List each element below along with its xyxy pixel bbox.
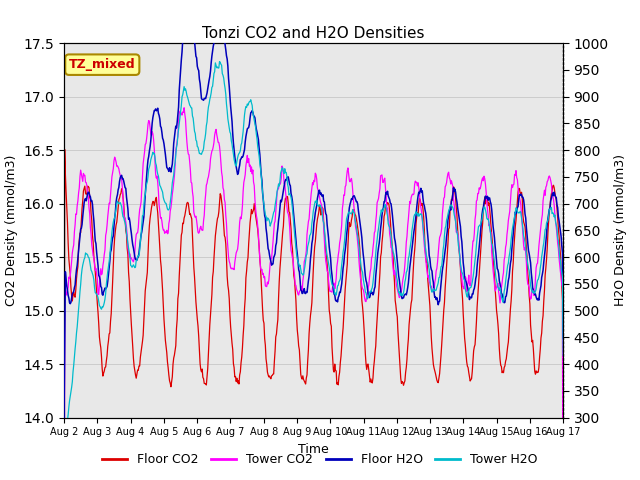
Y-axis label: CO2 Density (mmol/m3): CO2 Density (mmol/m3) <box>5 155 18 306</box>
Legend: Floor CO2, Tower CO2, Floor H2O, Tower H2O: Floor CO2, Tower CO2, Floor H2O, Tower H… <box>97 448 543 471</box>
Title: Tonzi CO2 and H2O Densities: Tonzi CO2 and H2O Densities <box>202 25 425 41</box>
Y-axis label: H2O Density (mmol/m3): H2O Density (mmol/m3) <box>614 155 627 306</box>
Text: TZ_mixed: TZ_mixed <box>69 58 136 71</box>
X-axis label: Time: Time <box>298 443 329 456</box>
